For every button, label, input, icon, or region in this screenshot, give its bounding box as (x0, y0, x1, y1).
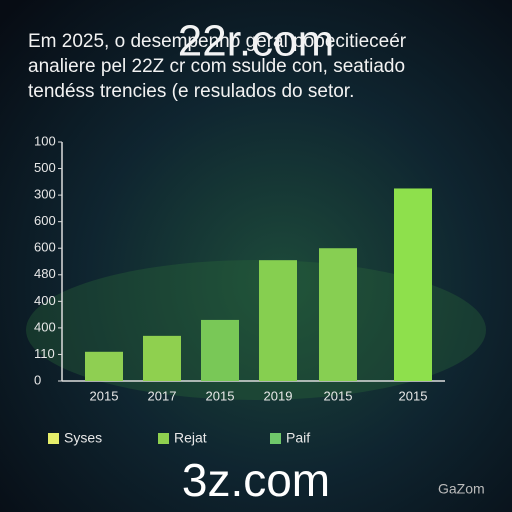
legend-swatch (158, 433, 169, 444)
field-glow (26, 260, 486, 400)
bar (143, 335, 181, 381)
title-line: Em 2025, o desempenho geral popecitieceé… (28, 31, 407, 52)
legend-swatch (270, 433, 281, 444)
watermark: 3z.com (182, 454, 330, 506)
legend-label: Syses (64, 430, 102, 446)
logo: GaZom (438, 481, 485, 497)
y-tick-label: 600 (34, 213, 56, 228)
x-tick-label: 2015 (324, 388, 353, 403)
title-line: analiere pel 22Z cr com ssulde con, seat… (28, 56, 405, 77)
y-tick-label: 400 (34, 319, 56, 334)
x-tick-label: 2015 (206, 388, 235, 403)
y-tick-label: 100 (34, 133, 56, 148)
legend-label: Paif (286, 430, 310, 446)
y-tick-label: 0 (34, 372, 41, 387)
bar (259, 260, 297, 381)
x-tick-label: 2015 (399, 388, 428, 403)
y-tick-label: 480 (34, 266, 56, 281)
x-tick-label: 2017 (148, 388, 177, 403)
y-tick-label: 600 (34, 240, 56, 255)
bar (85, 351, 123, 381)
bar (201, 319, 239, 381)
y-tick-label: 400 (34, 293, 56, 308)
y-tick-label: 300 (34, 187, 56, 202)
x-tick-label: 2019 (264, 388, 293, 403)
watermark: 22r.com (178, 17, 335, 66)
title-line: tendéss trencies (e resulados do setor. (28, 81, 354, 102)
y-tick-label: 500 (34, 160, 56, 175)
bar (319, 248, 357, 381)
y-tick-label: 110 (34, 346, 55, 361)
bar (394, 188, 432, 381)
legend-swatch (48, 433, 59, 444)
x-tick-label: 2015 (90, 388, 119, 403)
legend-label: Rejat (174, 430, 207, 446)
